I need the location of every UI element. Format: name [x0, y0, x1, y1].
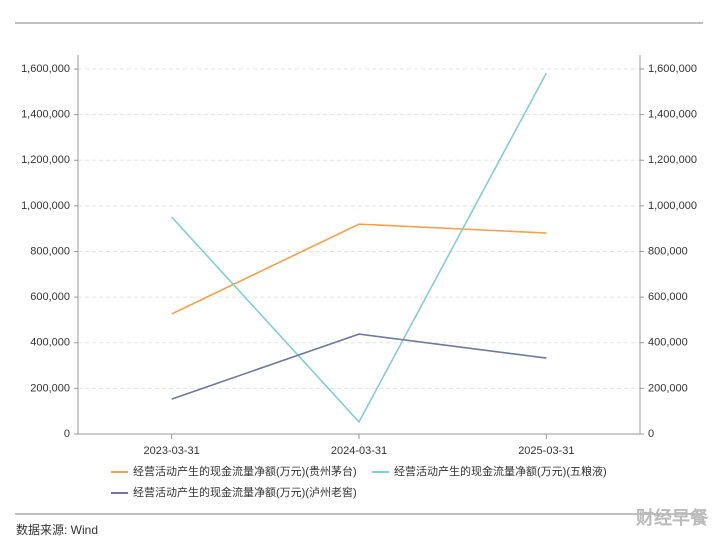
y2-tick-label: 400,000 [648, 337, 688, 349]
y-tick-label: 1,000,000 [21, 200, 70, 212]
x-tick-label: 2025-03-31 [518, 445, 574, 457]
y2-tick-label: 1,000,000 [648, 200, 697, 212]
y2-tick-label: 0 [648, 428, 654, 440]
watermark: 财经早餐 [636, 507, 709, 528]
x-tick-label: 2023-03-31 [144, 445, 200, 457]
legend-label: 经营活动产生的现金流量净额(万元)(泸州老窖) [133, 485, 357, 499]
y-tick-label: 800,000 [30, 245, 70, 257]
y-tick-label: 0 [64, 428, 70, 440]
legend-label: 经营活动产生的现金流量净额(万元)(贵州茅台) [133, 464, 357, 478]
y2-tick-label: 1,600,000 [648, 63, 697, 75]
y-tick-label: 1,200,000 [21, 154, 70, 166]
legend-label: 经营活动产生的现金流量净额(万元)(五粮液) [394, 464, 607, 478]
y2-tick-label: 1,200,000 [648, 154, 697, 166]
series-line [171, 333, 547, 400]
y-tick-label: 1,400,000 [21, 109, 70, 121]
y2-tick-label: 1,400,000 [648, 109, 697, 121]
y-tick-label: 200,000 [30, 382, 70, 394]
y-tick-label: 1,600,000 [21, 63, 70, 75]
y-tick-label: 600,000 [30, 291, 70, 303]
y2-tick-label: 200,000 [648, 382, 688, 394]
x-tick-label: 2024-03-31 [331, 445, 387, 457]
y2-tick-label: 600,000 [648, 291, 688, 303]
series-line [171, 223, 547, 315]
y2-tick-label: 800,000 [648, 245, 688, 257]
y-tick-label: 400,000 [30, 337, 70, 349]
series-line [171, 72, 548, 424]
source: 数据来源: Wind [16, 522, 98, 537]
